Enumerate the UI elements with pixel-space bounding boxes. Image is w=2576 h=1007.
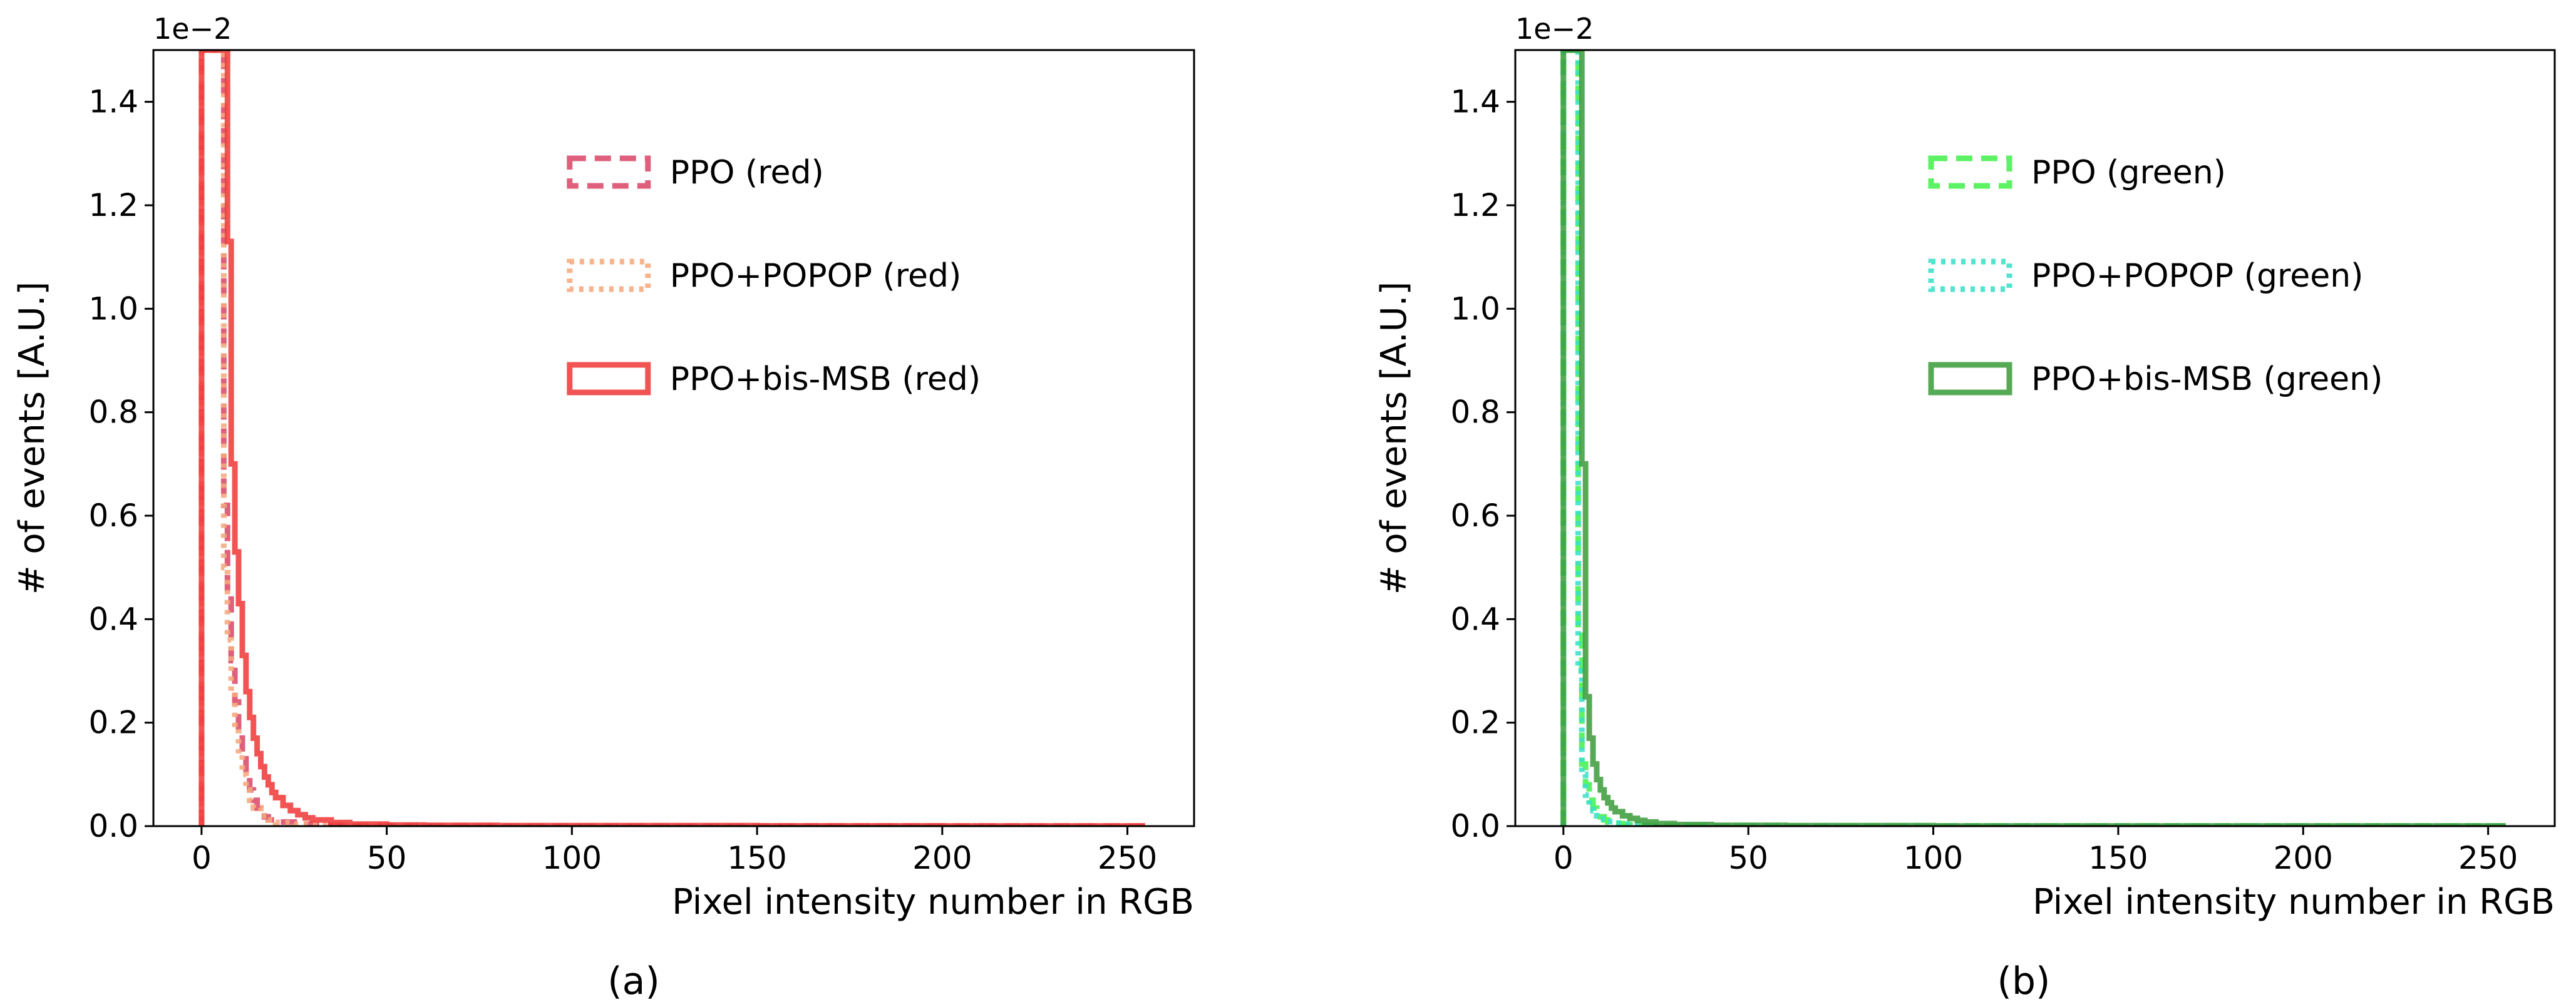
x-axis-label: Pixel intensity number in RGB [2032,882,2555,923]
legend-swatch-2 [1928,258,2012,292]
y-tick-label: 0.2 [1450,705,1500,741]
y-tick-label: 0.8 [88,394,138,431]
y-tick-label: 0.2 [88,705,138,741]
legend-label-2: PPO+POPOP (green) [2031,257,2363,295]
x-tick-label: 150 [727,840,786,876]
y-offset-label: 1e−2 [1515,12,1594,46]
chart-panel-b: 0 50 100 150 200 250 0.0 0.2 0.4 0.6 0.8 1.0 1.2 1.4 1… [1374,12,2556,923]
x-tick-label: 150 [2088,840,2148,876]
y-tick-label: 1.2 [1450,187,1500,223]
x-tick-label: 0 [1553,840,1574,876]
y-tick-label: 1.0 [1450,290,1500,327]
y-tick-label: 0.6 [88,498,138,534]
y-offset-label: 1e−2 [153,12,232,46]
axes-frame [152,49,1195,827]
x-axis-label: Pixel intensity number in RGB [672,882,1194,923]
legend-label-3: PPO+bis-MSB (green) [2031,360,2383,398]
y-tick-label: 0.4 [1450,601,1500,637]
x-tick-label: 50 [1728,840,1768,876]
legend-label-1: PPO (green) [2031,154,2226,192]
x-tick-label: 50 [367,840,407,876]
legend-swatch-1 [1928,155,2012,189]
y-tick-label: 0.4 [88,601,138,637]
y-tick-label: 1.0 [88,290,138,327]
y-axis-label: # of events [A.U.] [12,282,53,595]
x-tick-label: 100 [1904,840,1963,876]
x-tick-label: 200 [2274,840,2333,876]
legend-label-1: PPO (red) [670,154,824,192]
legend-label-2: PPO+POPOP (red) [670,257,962,295]
y-tick-label: 1.4 [1450,84,1500,120]
x-tick-label: 200 [912,840,972,876]
series-1-histogram [1560,50,2506,826]
legend-label-3: PPO+bis-MSB (red) [670,360,981,398]
chart-panel-a: 0 50 100 150 200 250 0.0 0.2 0.4 0.6 0.8 1.0 1.2 1.4 1… [12,12,1195,923]
y-tick-label: 0.8 [1450,394,1500,431]
y-tick-label: 1.4 [88,84,138,120]
axes-frame [1514,49,2556,827]
legend-swatch-2 [567,258,651,292]
y-tick-label: 0.0 [88,808,138,844]
x-tick-label: 0 [192,840,212,876]
x-tick-label: 250 [1098,840,1157,876]
legend-swatch-3 [567,362,651,396]
panel-label-a: (a) [607,959,660,1003]
legend-swatch-3 [1928,362,2012,396]
y-tick-label: 0.0 [1450,808,1500,844]
x-tick-label: 100 [542,840,602,876]
panel-label-b: (b) [1997,959,2051,1003]
legend-swatch-1 [567,155,651,189]
y-axis-label: # of events [A.U.] [1374,282,1414,595]
y-tick-label: 0.6 [1450,498,1500,534]
y-tick-label: 1.2 [88,187,138,223]
x-tick-label: 250 [2458,840,2518,876]
